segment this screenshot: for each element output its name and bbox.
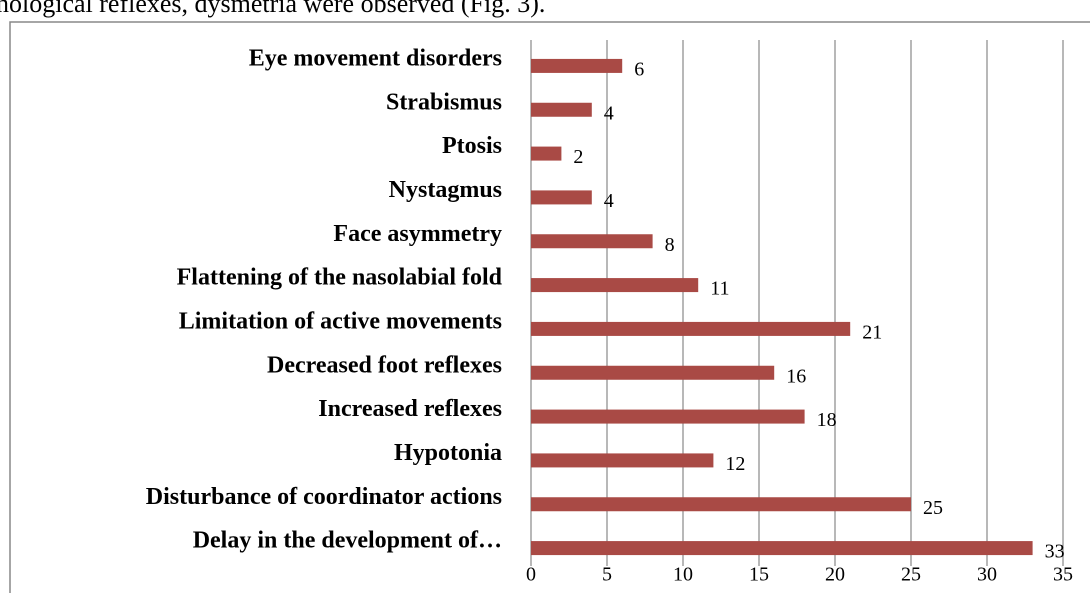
y-tick-label: Strabismus [386, 89, 502, 115]
y-tick-label: Face asymmetry [333, 221, 502, 247]
y-tick-label: Limitation of active movements [179, 308, 502, 334]
value-label: 6 [634, 59, 644, 81]
value-label: 4 [604, 190, 614, 212]
y-tick-label: Delay in the development of… [193, 528, 502, 554]
y-tick-label: Flattening of the nasolabial fold [177, 265, 503, 291]
y-tick-label: Decreased foot reflexes [267, 352, 502, 378]
x-tick-label: 0 [526, 564, 536, 586]
value-label: 11 [710, 278, 729, 300]
value-label: 4 [604, 102, 614, 124]
x-tick-label: 25 [901, 564, 921, 586]
bar [531, 453, 714, 468]
y-tick-label: Disturbance of coordinator actions [146, 484, 502, 510]
value-label: 33 [1045, 541, 1065, 563]
header-text: nological reflexes, dysmetria were obser… [0, 0, 545, 18]
bar [531, 541, 1033, 556]
x-tick-label: 30 [977, 564, 997, 586]
value-label: 18 [817, 409, 837, 431]
x-tick-label: 35 [1053, 564, 1073, 586]
bar [531, 497, 911, 512]
bar [531, 146, 562, 161]
x-tick-label: 15 [749, 564, 769, 586]
bar [531, 409, 805, 424]
bar [531, 102, 592, 117]
y-tick-label: Increased reflexes [318, 396, 502, 422]
bar [531, 321, 851, 336]
bar [531, 234, 653, 249]
x-tick-label: 10 [673, 564, 693, 586]
bar [531, 190, 592, 205]
x-tick-label: 5 [602, 564, 612, 586]
y-tick-label: Ptosis [442, 133, 502, 159]
y-tick-label: Eye movement disorders [249, 45, 502, 71]
y-tick-label: Nystagmus [389, 177, 502, 203]
value-label: 25 [923, 497, 943, 519]
chart-border [9, 21, 1090, 593]
bar [531, 365, 775, 380]
value-label: 21 [862, 322, 882, 344]
x-tick-label: 20 [825, 564, 845, 586]
value-label: 16 [786, 365, 806, 387]
value-label: 12 [725, 453, 745, 475]
bar [531, 58, 623, 73]
value-label: 8 [665, 234, 675, 256]
bar [531, 278, 699, 293]
value-label: 2 [573, 146, 583, 168]
y-tick-label: Hypotonia [394, 440, 502, 466]
